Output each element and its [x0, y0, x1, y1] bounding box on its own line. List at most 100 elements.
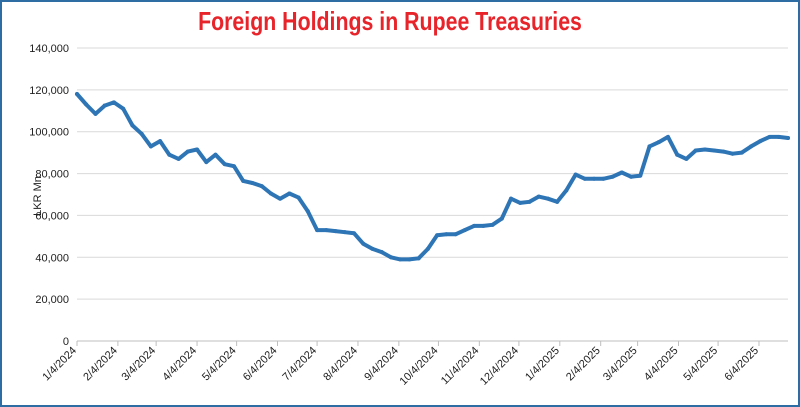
data-point	[241, 178, 246, 183]
data-point	[388, 255, 393, 260]
data-point	[518, 200, 523, 205]
data-point	[462, 228, 467, 233]
data-point	[776, 134, 781, 139]
data-point	[416, 256, 421, 261]
data-point	[564, 188, 569, 193]
data-point	[204, 160, 209, 165]
data-point	[287, 191, 292, 196]
data-point	[647, 144, 652, 149]
data-point	[573, 172, 578, 177]
x-tick-label: 1/4/2024	[40, 345, 79, 384]
x-tick-label: 8/4/2024	[321, 345, 360, 384]
x-tick-label: 5/4/2024	[200, 345, 239, 384]
data-point	[296, 195, 301, 200]
data-point	[656, 140, 661, 145]
data-point	[601, 176, 606, 181]
data-point	[435, 233, 440, 238]
data-point	[592, 176, 597, 181]
data-point	[758, 139, 763, 144]
data-point	[767, 134, 772, 139]
data-point	[527, 199, 532, 204]
data-point	[499, 216, 504, 221]
series-group	[75, 92, 790, 262]
y-tick-label: 100,000	[29, 127, 69, 139]
data-point	[684, 156, 689, 161]
data-point	[739, 150, 744, 155]
x-tick-label: 2/4/2025	[564, 345, 603, 384]
series-line	[75, 92, 790, 262]
data-point	[629, 174, 634, 179]
data-point	[305, 209, 310, 214]
x-tick-label: 4/4/2024	[160, 345, 199, 384]
data-point	[185, 149, 190, 154]
data-point	[786, 135, 790, 140]
data-point	[130, 123, 135, 128]
y-tick-label: 80,000	[35, 169, 69, 181]
x-tick-label: 2/4/2024	[81, 345, 120, 384]
y-tick-label: 0	[63, 336, 69, 348]
y-tick-label: 120,000	[29, 85, 69, 97]
data-point	[324, 228, 329, 233]
data-point	[361, 241, 366, 246]
data-point	[370, 246, 375, 251]
data-point	[195, 147, 200, 152]
data-point	[278, 196, 283, 201]
data-point	[75, 92, 79, 97]
data-point	[158, 139, 163, 144]
x-tick-label: 10/4/2024	[397, 345, 440, 388]
data-point	[610, 174, 615, 179]
data-point	[749, 144, 754, 149]
data-point	[102, 103, 107, 108]
data-point	[93, 111, 98, 116]
data-point	[638, 173, 643, 178]
data-point	[398, 257, 403, 262]
data-point	[536, 194, 541, 199]
data-point	[730, 151, 735, 156]
data-point	[555, 199, 560, 204]
x-tick-label: 11/4/2024	[439, 345, 482, 388]
y-tick-label: 40,000	[35, 252, 69, 264]
x-tick-label: 6/4/2024	[241, 345, 280, 384]
data-point	[139, 131, 144, 136]
data-point	[148, 144, 153, 149]
data-point	[693, 148, 698, 153]
data-point	[111, 100, 116, 105]
x-tick-label: 3/4/2024	[119, 345, 158, 384]
data-point	[481, 223, 486, 228]
x-tick-label: 4/4/2025	[642, 345, 681, 384]
data-point	[665, 134, 670, 139]
data-point	[268, 191, 273, 196]
data-point	[342, 230, 347, 235]
data-point	[333, 229, 338, 234]
data-point	[472, 223, 477, 228]
data-point	[121, 106, 126, 111]
data-point	[444, 232, 449, 237]
data-point	[721, 149, 726, 154]
y-axis-label: LKR Mn	[32, 176, 44, 216]
data-point	[259, 184, 264, 189]
data-point	[379, 250, 384, 255]
data-point	[490, 222, 495, 227]
data-point	[84, 102, 89, 107]
x-tick-label: 1/4/2025	[523, 345, 562, 384]
data-point	[425, 246, 430, 251]
data-point	[702, 147, 707, 152]
y-tick-label: 60,000	[35, 210, 69, 222]
data-point	[167, 152, 172, 157]
x-axis-tick-labels: 1/4/2024 2/4/2024 3/4/2024 4/4/2024 5/4/2024…	[40, 345, 761, 388]
x-tick-label: 6/4/2025	[722, 345, 761, 384]
data-point	[176, 156, 181, 161]
data-point	[250, 180, 255, 185]
data-point	[231, 164, 236, 169]
x-tick-label: 5/4/2025	[681, 345, 720, 384]
data-point	[712, 148, 717, 153]
data-point	[213, 152, 218, 157]
y-tick-label: 140,000	[29, 43, 69, 55]
x-tick-label: 12/4/2024	[478, 345, 521, 388]
data-point	[582, 176, 587, 181]
x-tick-label: 7/4/2024	[280, 345, 319, 384]
x-axis	[76, 340, 788, 346]
data-point	[453, 232, 458, 237]
